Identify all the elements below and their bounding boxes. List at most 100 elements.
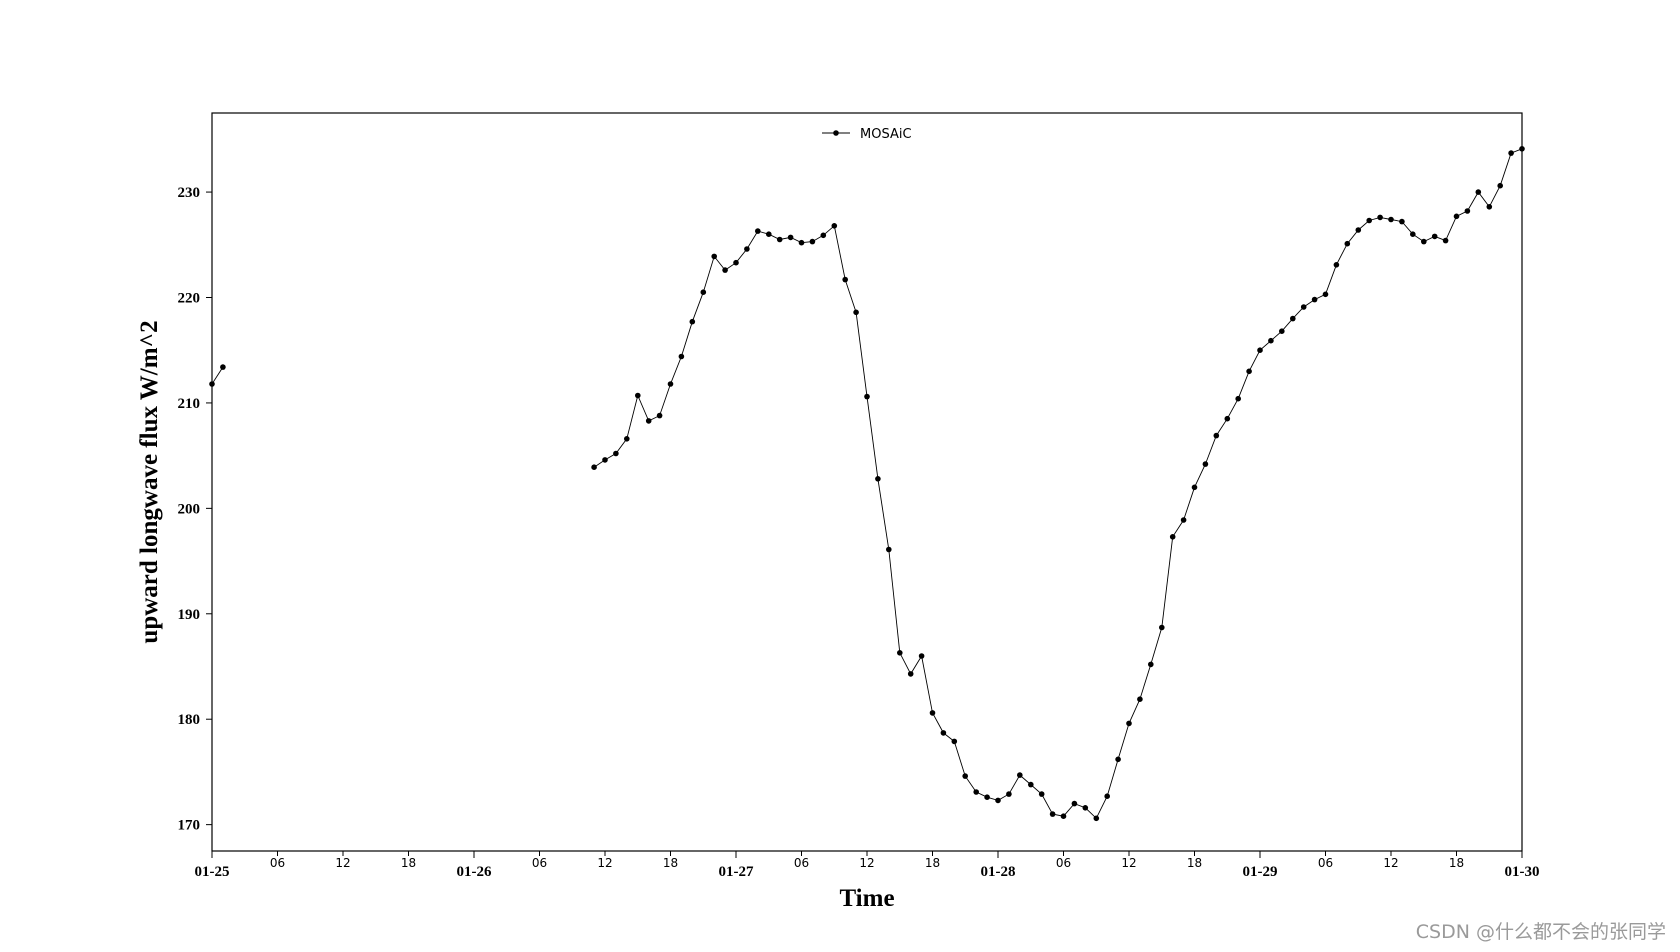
data-point — [1453, 213, 1460, 220]
plot-frame — [211, 112, 1523, 852]
data-point — [744, 246, 750, 252]
x-minor-tick-label: 12 — [1383, 856, 1398, 870]
x-minor-tick-label: 12 — [335, 856, 350, 870]
data-point — [1006, 791, 1012, 797]
data-point — [1191, 484, 1198, 491]
data-point — [1508, 150, 1514, 156]
data-point — [635, 392, 641, 399]
x-minor-tick-label: 06 — [1318, 856, 1333, 870]
data-point — [1159, 624, 1165, 631]
data-point — [1049, 811, 1056, 817]
data-point — [809, 238, 816, 245]
data-point — [1148, 661, 1154, 668]
y-axis: 170 180 190 200 210 220 230 — [178, 185, 212, 834]
data-point — [820, 232, 827, 239]
series-layer — [209, 146, 1525, 822]
data-point — [220, 364, 226, 370]
x-minor-tick-label: 06 — [1056, 856, 1071, 870]
data-point — [1410, 231, 1416, 237]
data-point — [1257, 347, 1263, 354]
series-line — [211, 366, 224, 385]
data-point — [918, 653, 925, 659]
data-point — [798, 239, 805, 246]
data-point — [951, 738, 958, 745]
x-minor-tick-label: 18 — [401, 856, 416, 870]
data-point — [1300, 304, 1307, 310]
data-point — [1268, 337, 1274, 344]
data-point — [1431, 233, 1438, 240]
x-axis-label: Time — [839, 885, 894, 912]
data-point — [984, 794, 990, 800]
data-point — [1235, 395, 1241, 402]
data-point — [929, 710, 936, 716]
x-minor-tick-label: 12 — [1121, 856, 1136, 870]
data-point — [842, 276, 848, 283]
data-point — [1399, 218, 1405, 225]
data-point — [1202, 461, 1209, 467]
y-tick-label: 200 — [178, 501, 201, 517]
y-tick-label: 230 — [178, 185, 201, 201]
data-point — [722, 267, 728, 273]
data-point — [700, 289, 707, 296]
legend-marker — [833, 130, 839, 136]
y-axis-label: upward longwave flux W/m^2 — [136, 320, 163, 643]
y-tick-label: 170 — [178, 818, 201, 834]
data-point — [1180, 517, 1187, 523]
data-point — [613, 450, 619, 457]
data-point — [667, 381, 674, 387]
x-minor-tick-label: 06 — [270, 856, 285, 870]
legend: MOSAiC — [822, 127, 912, 142]
data-point — [1366, 217, 1372, 224]
y-tick-label: 210 — [178, 396, 201, 412]
data-point — [1213, 432, 1220, 439]
data-point — [1060, 813, 1067, 819]
y-tick-label: 190 — [178, 607, 201, 623]
data-point — [875, 476, 881, 482]
y-tick-label: 180 — [178, 712, 201, 728]
data-point — [1169, 534, 1176, 540]
data-point — [897, 650, 903, 656]
x-minor-tick-label: 12 — [597, 856, 612, 870]
data-point — [711, 253, 717, 260]
data-point — [1126, 720, 1132, 727]
data-point — [1290, 315, 1296, 322]
data-point — [776, 236, 783, 243]
data-point — [1246, 368, 1252, 375]
series-line — [593, 148, 1523, 820]
x-major-tick-label: 01-28 — [981, 864, 1016, 880]
data-point — [1028, 781, 1034, 788]
data-point — [1497, 182, 1503, 189]
data-point — [1137, 696, 1143, 702]
data-point — [940, 730, 947, 736]
x-major-tick-label: 01-30 — [1505, 864, 1540, 880]
data-point — [864, 393, 870, 400]
x-minor-tick-label: 12 — [859, 856, 874, 870]
data-point — [678, 353, 685, 360]
data-point — [1071, 800, 1078, 807]
x-major-tick-label: 01-25 — [195, 864, 230, 880]
data-point — [995, 797, 1001, 804]
data-point — [1279, 328, 1285, 335]
data-point — [1486, 204, 1493, 210]
x-minor-tick-label: 06 — [532, 856, 547, 870]
data-point — [1104, 793, 1110, 799]
y-tick-label: 220 — [178, 291, 201, 307]
data-point — [1344, 240, 1351, 247]
data-point — [645, 418, 652, 424]
data-point — [1093, 815, 1100, 822]
data-point — [1322, 291, 1329, 298]
x-minor-tick-label: 18 — [1187, 856, 1202, 870]
data-point — [733, 259, 739, 266]
data-point — [1333, 262, 1340, 268]
data-point — [766, 231, 772, 237]
data-point — [853, 309, 859, 316]
x-major-tick-label: 01-26 — [457, 864, 492, 880]
data-point — [1082, 805, 1089, 811]
data-point — [907, 671, 914, 677]
data-point — [1311, 296, 1318, 303]
data-point — [656, 412, 663, 419]
data-point — [1224, 415, 1231, 422]
data-point — [689, 318, 696, 325]
data-point — [831, 223, 838, 229]
